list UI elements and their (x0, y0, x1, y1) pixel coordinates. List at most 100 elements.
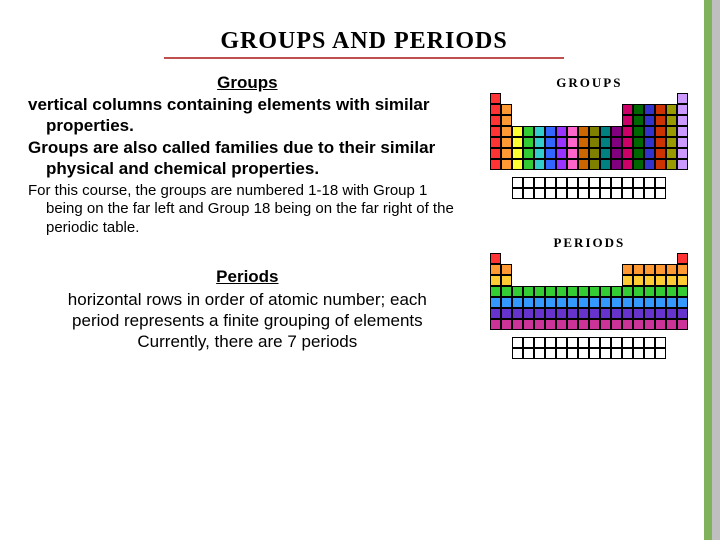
pt-lan-cell (633, 188, 644, 199)
pt-cell (655, 126, 666, 137)
pt-cell (567, 159, 578, 170)
periods-count: Currently, there are 7 periods (58, 331, 437, 352)
pt-lan-cell (534, 188, 545, 199)
pt-cell (501, 115, 512, 126)
pt-cell (534, 297, 545, 308)
pt-cell (633, 286, 644, 297)
pt-cell (578, 286, 589, 297)
pt-lan-cell (600, 337, 611, 348)
pt-cell (644, 159, 655, 170)
pt-cell (655, 264, 666, 275)
pt-cell (644, 308, 655, 319)
pt-cell (655, 104, 666, 115)
pt-cell (512, 126, 523, 137)
pt-lan-cell (523, 188, 534, 199)
pt-lan-cell (655, 188, 666, 199)
pt-lan-cell (523, 348, 534, 359)
pt-lan-cell (545, 337, 556, 348)
pt-cell (622, 137, 633, 148)
pt-cell (523, 286, 534, 297)
pt-cell (611, 308, 622, 319)
pt-lan-cell (644, 177, 655, 188)
pt-cell (677, 253, 688, 264)
pt-cell (666, 319, 677, 330)
pt-cell (644, 137, 655, 148)
pt-lan-cell (512, 188, 523, 199)
pt-cell (501, 319, 512, 330)
pt-lan-cell (600, 188, 611, 199)
pt-lan-cell (534, 177, 545, 188)
periods-mini-table (490, 253, 688, 359)
pt-cell (655, 148, 666, 159)
spacer (28, 239, 467, 267)
pt-lan-cell (644, 348, 655, 359)
pt-lan-cell (589, 177, 600, 188)
pt-cell (523, 297, 534, 308)
pt-cell (600, 319, 611, 330)
pt-cell (534, 308, 545, 319)
pt-cell (633, 264, 644, 275)
pt-cell (578, 159, 589, 170)
pt-lan-cell (611, 188, 622, 199)
pt-cell (666, 137, 677, 148)
pt-cell (666, 286, 677, 297)
pt-lan-cell (589, 188, 600, 199)
pt-cell (677, 104, 688, 115)
pt-cell (501, 286, 512, 297)
accent-bar (704, 0, 720, 540)
pt-lan-cell (567, 348, 578, 359)
pt-cell (644, 148, 655, 159)
pt-cell (677, 93, 688, 104)
pt-cell (600, 126, 611, 137)
pt-lan-cell (644, 337, 655, 348)
pt-cell (677, 275, 688, 286)
pt-cell (501, 297, 512, 308)
image-column: GROUPS PERIODS (479, 73, 700, 359)
spacer (479, 199, 700, 235)
pt-cell (666, 264, 677, 275)
pt-cell (677, 137, 688, 148)
pt-cell (578, 308, 589, 319)
pt-cell (523, 137, 534, 148)
pt-lan-cell (545, 348, 556, 359)
pt-cell (490, 148, 501, 159)
pt-lan-cell (633, 348, 644, 359)
pt-cell (534, 159, 545, 170)
pt-lan-cell (589, 348, 600, 359)
pt-lan-cell (512, 348, 523, 359)
pt-lan-cell (567, 337, 578, 348)
pt-cell (644, 115, 655, 126)
pt-cell (644, 126, 655, 137)
pt-cell (611, 286, 622, 297)
pt-cell (622, 264, 633, 275)
pt-cell (633, 104, 644, 115)
pt-cell (611, 148, 622, 159)
pt-cell (589, 148, 600, 159)
pt-cell (501, 264, 512, 275)
pt-cell (578, 126, 589, 137)
pt-cell (644, 264, 655, 275)
periods-img-label: PERIODS (479, 235, 700, 251)
pt-cell (490, 93, 501, 104)
pt-cell (567, 319, 578, 330)
pt-cell (512, 159, 523, 170)
pt-cell (622, 275, 633, 286)
pt-cell (512, 148, 523, 159)
pt-cell (578, 148, 589, 159)
pt-cell (655, 115, 666, 126)
pt-cell (545, 308, 556, 319)
pt-cell (556, 297, 567, 308)
pt-cell (677, 319, 688, 330)
pt-cell (600, 148, 611, 159)
pt-cell (611, 126, 622, 137)
pt-cell (523, 308, 534, 319)
groups-img-label: GROUPS (479, 75, 700, 91)
pt-lan-cell (655, 177, 666, 188)
pt-cell (490, 319, 501, 330)
pt-cell (622, 104, 633, 115)
pt-cell (600, 286, 611, 297)
pt-lan-cell (655, 348, 666, 359)
pt-cell (578, 137, 589, 148)
pt-cell (644, 286, 655, 297)
pt-lan-cell (622, 188, 633, 199)
